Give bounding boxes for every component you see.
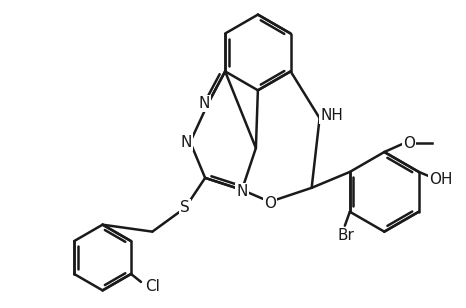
Text: S: S	[180, 200, 190, 215]
Text: N: N	[236, 184, 247, 199]
Text: OH: OH	[429, 172, 452, 187]
Text: N: N	[180, 135, 192, 150]
Text: O: O	[403, 136, 415, 151]
Text: NH: NH	[320, 108, 343, 123]
Text: O: O	[264, 196, 276, 211]
Text: Cl: Cl	[145, 279, 160, 294]
Text: N: N	[199, 96, 210, 111]
Text: Br: Br	[337, 228, 354, 243]
